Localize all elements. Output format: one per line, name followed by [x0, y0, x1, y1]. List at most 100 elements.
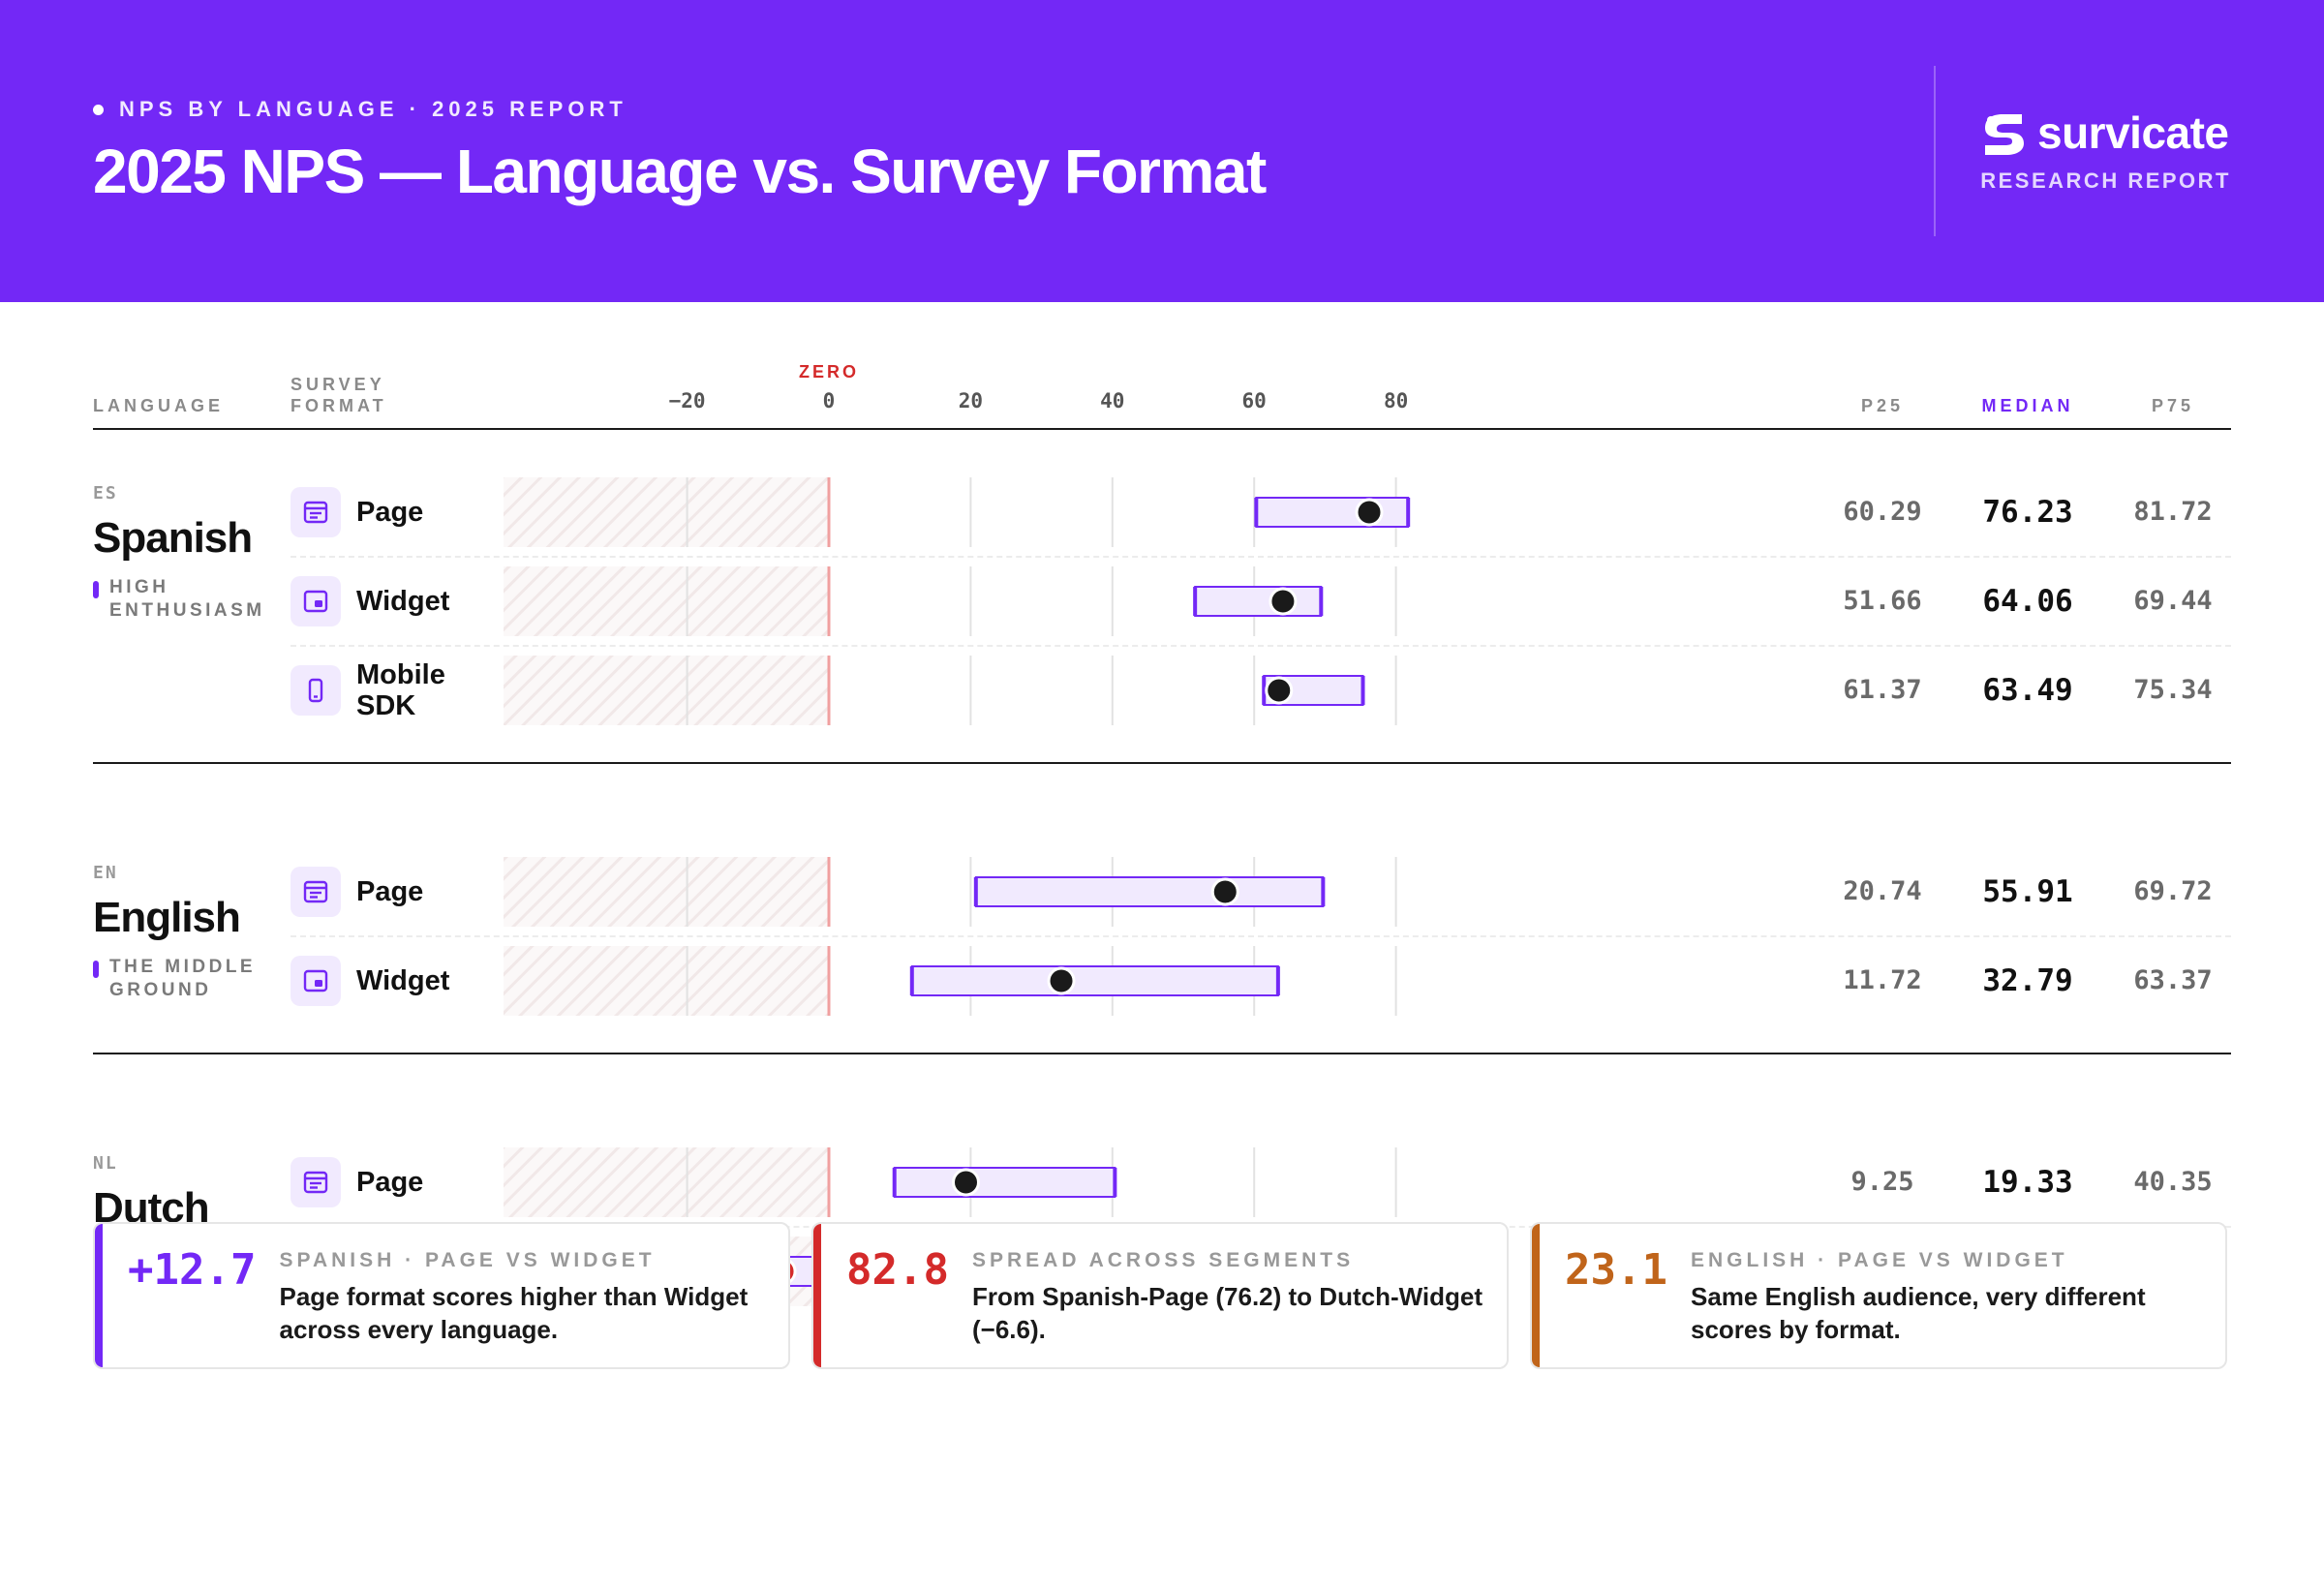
language-name: English — [93, 894, 241, 941]
page-title: 2025 NPS — Language vs. Survey Format — [93, 137, 1267, 206]
iqr-box — [1255, 497, 1410, 528]
negative-region — [504, 857, 829, 927]
card-value: 23.1 — [1565, 1245, 1667, 1295]
tag-accent-bar — [93, 581, 99, 598]
format-icon-tile — [290, 1157, 341, 1207]
iqr-box — [910, 965, 1279, 996]
col-p75: P75 — [2151, 396, 2195, 415]
insight-card: 23.1 ENGLISH · PAGE VS WIDGET Same English… — [1530, 1222, 2227, 1369]
negative-region — [504, 946, 829, 1016]
p25-value: 61.37 — [1843, 675, 1922, 705]
card-title: SPREAD ACROSS SEGMENTS — [972, 1249, 1355, 1271]
format-label: Mobile SDK — [356, 659, 445, 721]
group-separator — [93, 762, 2231, 764]
format-icon-tile — [290, 487, 341, 537]
x-tick-label: 0 — [822, 389, 836, 412]
row-separator — [290, 645, 2231, 647]
card-title: ENGLISH · PAGE VS WIDGET — [1691, 1249, 2068, 1271]
format-icon-tile — [290, 665, 341, 716]
page-format-icon — [303, 501, 328, 524]
report-header: NPS BY LANGUAGE · 2025 REPORT 2025 NPS —… — [0, 0, 2324, 302]
negative-region — [504, 477, 829, 547]
p75-value: 40.35 — [2133, 1167, 2213, 1197]
median-value: 55.91 — [1982, 874, 2073, 909]
format-label: Widget — [356, 965, 450, 996]
median-dot — [1210, 877, 1239, 906]
row-separator — [290, 556, 2231, 558]
col-p25: P25 — [1860, 396, 1905, 415]
card-title: SPANISH · PAGE VS WIDGET — [279, 1249, 656, 1271]
format-label: Widget — [356, 586, 450, 617]
widget-format-icon — [303, 969, 328, 992]
insight-card: +12.7 SPANISH · PAGE VS WIDGET Page format… — [93, 1222, 790, 1369]
eyebrow-text: NPS BY LANGUAGE · 2025 REPORT — [119, 97, 627, 121]
brand: survicate — [1975, 107, 2233, 161]
col-format-line2: FORMAT — [290, 396, 387, 415]
language-code: NL — [93, 1153, 118, 1174]
format-label: Page — [356, 876, 424, 907]
iqr-box — [1194, 586, 1323, 617]
col-format-line1: SURVEY — [290, 375, 385, 394]
row-separator — [290, 935, 2231, 937]
widget-format-icon — [303, 590, 328, 613]
language-code: ES — [93, 483, 118, 504]
eyebrow-dot-icon — [93, 104, 104, 115]
card-accent-bar — [95, 1224, 103, 1367]
p25-value: 11.72 — [1843, 965, 1922, 995]
median-value: 76.23 — [1982, 495, 2073, 530]
zero-label: ZERO — [798, 362, 860, 382]
negative-region — [504, 656, 829, 725]
negative-region — [504, 1147, 829, 1217]
format-label: Page — [356, 1167, 424, 1198]
median-value: 64.06 — [1982, 584, 2073, 619]
p75-value: 75.34 — [2133, 675, 2213, 705]
card-accent-bar — [813, 1224, 821, 1367]
median-dot — [1269, 587, 1298, 616]
eyebrow: NPS BY LANGUAGE · 2025 REPORT — [93, 97, 627, 122]
language-name: Spanish — [93, 514, 253, 562]
card-text: From Spanish-Page (76.2) to Dutch-Widget… — [972, 1282, 1483, 1344]
median-dot — [1355, 498, 1384, 527]
format-icon-tile — [290, 576, 341, 626]
col-language: LANGUAGE — [93, 396, 224, 415]
language-tag: THE MIDDLE GROUND — [93, 956, 293, 1002]
format-icon-tile — [290, 956, 341, 1006]
p25-value: 9.25 — [1850, 1167, 1914, 1197]
median-value: 32.79 — [1982, 963, 2073, 998]
x-tick-label: 20 — [958, 389, 984, 412]
median-dot — [1047, 966, 1076, 995]
card-value: 82.8 — [846, 1245, 949, 1295]
page-format-icon — [303, 1171, 328, 1194]
p75-value: 81.72 — [2133, 497, 2213, 527]
col-format: SURVEY FORMAT — [290, 374, 387, 416]
col-median: MEDIAN — [1981, 396, 2074, 415]
survicate-logo-icon — [1985, 114, 2024, 155]
language-tag-text: THE MIDDLE GROUND — [109, 957, 257, 1000]
language-tag: HIGH ENTHUSIASM — [93, 576, 293, 623]
language-code: EN — [93, 863, 118, 883]
p75-value: 69.72 — [2133, 876, 2213, 906]
card-text: Same English audience, very different sc… — [1691, 1282, 2146, 1344]
tag-accent-bar — [93, 961, 99, 978]
mobile-sdk-icon — [308, 678, 323, 703]
format-label: Page — [356, 497, 424, 528]
x-tick-label: 40 — [1100, 389, 1125, 412]
group-separator — [93, 1053, 2231, 1054]
language-tag-text: HIGH ENTHUSIASM — [109, 577, 265, 621]
card-accent-bar — [1532, 1224, 1540, 1367]
x-tick-label: 80 — [1383, 389, 1409, 412]
median-value: 63.49 — [1982, 673, 2073, 708]
page-format-icon — [303, 880, 328, 903]
p75-value: 69.44 — [2133, 586, 2213, 616]
p75-value: 63.37 — [2133, 965, 2213, 995]
median-dot — [1265, 676, 1294, 705]
card-value: +12.7 — [128, 1245, 257, 1295]
p25-value: 60.29 — [1843, 497, 1922, 527]
median-value: 19.33 — [1982, 1165, 2073, 1200]
format-icon-tile — [290, 867, 341, 917]
x-tick-label: 60 — [1241, 389, 1267, 412]
iqr-box — [974, 876, 1325, 907]
p25-value: 20.74 — [1843, 876, 1922, 906]
header-divider — [1934, 66, 1936, 236]
insight-card: 82.8 SPREAD ACROSS SEGMENTS From Spanish-P… — [811, 1222, 1509, 1369]
